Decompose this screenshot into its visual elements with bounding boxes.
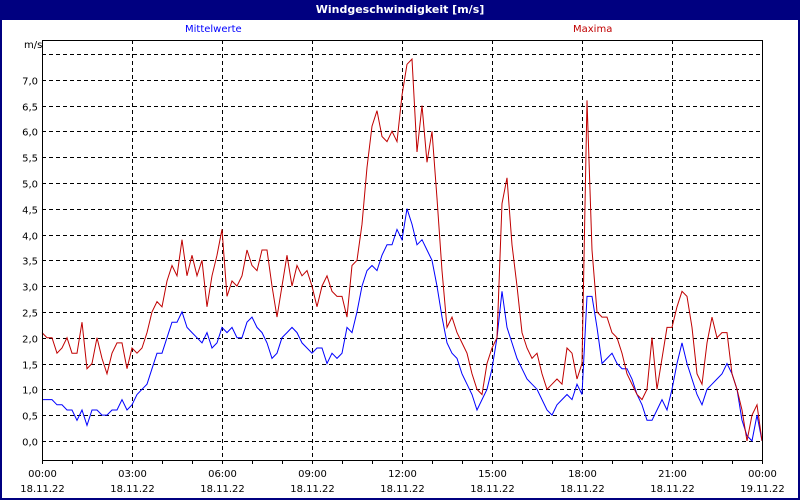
series-layer — [41, 57, 763, 442]
series-line-maxima — [41, 57, 763, 441]
y-tick-label: 1,5 — [22, 361, 38, 372]
x-tick-time: 00:00 — [748, 469, 777, 480]
x-tick-date: 18.11.22 — [380, 484, 425, 495]
plot-frame — [42, 40, 763, 461]
legend-maxima: Maxima — [573, 24, 613, 35]
y-tick-label: 6,0 — [22, 128, 38, 139]
x-tick-date: 18.11.22 — [200, 484, 245, 495]
grid — [42, 40, 762, 460]
x-tick-time: 12:00 — [388, 469, 417, 480]
y-tick-label: 1,0 — [22, 386, 38, 397]
x-tick-date: 18.11.22 — [470, 484, 515, 495]
x-tick-time: 21:00 — [658, 469, 687, 480]
x-tick-date: 18.11.22 — [560, 484, 605, 495]
x-tick-date: 18.11.22 — [290, 484, 335, 495]
x-tick-time: 00:00 — [28, 469, 57, 480]
y-tick-label: 0,0 — [22, 438, 38, 449]
x-tick-date: 18.11.22 — [20, 484, 65, 495]
y-tick-label: 2,0 — [22, 335, 38, 346]
y-tick-label: 2,5 — [22, 309, 38, 320]
y-tick-label: 5,0 — [22, 180, 38, 191]
y-axis-unit: m/s — [24, 40, 42, 51]
x-tick-date: 18.11.22 — [110, 484, 155, 495]
y-tick-label: 7,0 — [22, 77, 38, 88]
y-tick-label: 3,0 — [22, 283, 38, 294]
y-tick-label: 0,5 — [22, 412, 38, 423]
x-tick-date: 18.11.22 — [650, 484, 695, 495]
series-line-mittelwerte — [42, 208, 763, 442]
x-tick-time: 06:00 — [208, 469, 237, 480]
window-title: Windgeschwindigkeit [m/s] — [2, 0, 798, 20]
y-tick-label: 6,5 — [22, 103, 38, 114]
x-tick-time: 03:00 — [118, 469, 147, 480]
x-tick-time: 09:00 — [298, 469, 327, 480]
y-tick-label: 4,5 — [22, 206, 38, 217]
x-tick-time: 15:00 — [478, 469, 507, 480]
y-tick-label: 3,5 — [22, 257, 38, 268]
x-tick-time: 18:00 — [568, 469, 597, 480]
axes: 0,0 0,5 1,0 1,5 2,0 2,5 3,0 3,5 4,0 4,5 5,0 5,5 6,0 6… — [20, 40, 785, 495]
y-tick-label: 5,5 — [22, 154, 38, 165]
legend-mittelwerte: Mittelwerte — [185, 24, 242, 35]
x-tick-date: 19.11.22 — [740, 484, 785, 495]
y-tick-label: 4,0 — [22, 232, 38, 243]
